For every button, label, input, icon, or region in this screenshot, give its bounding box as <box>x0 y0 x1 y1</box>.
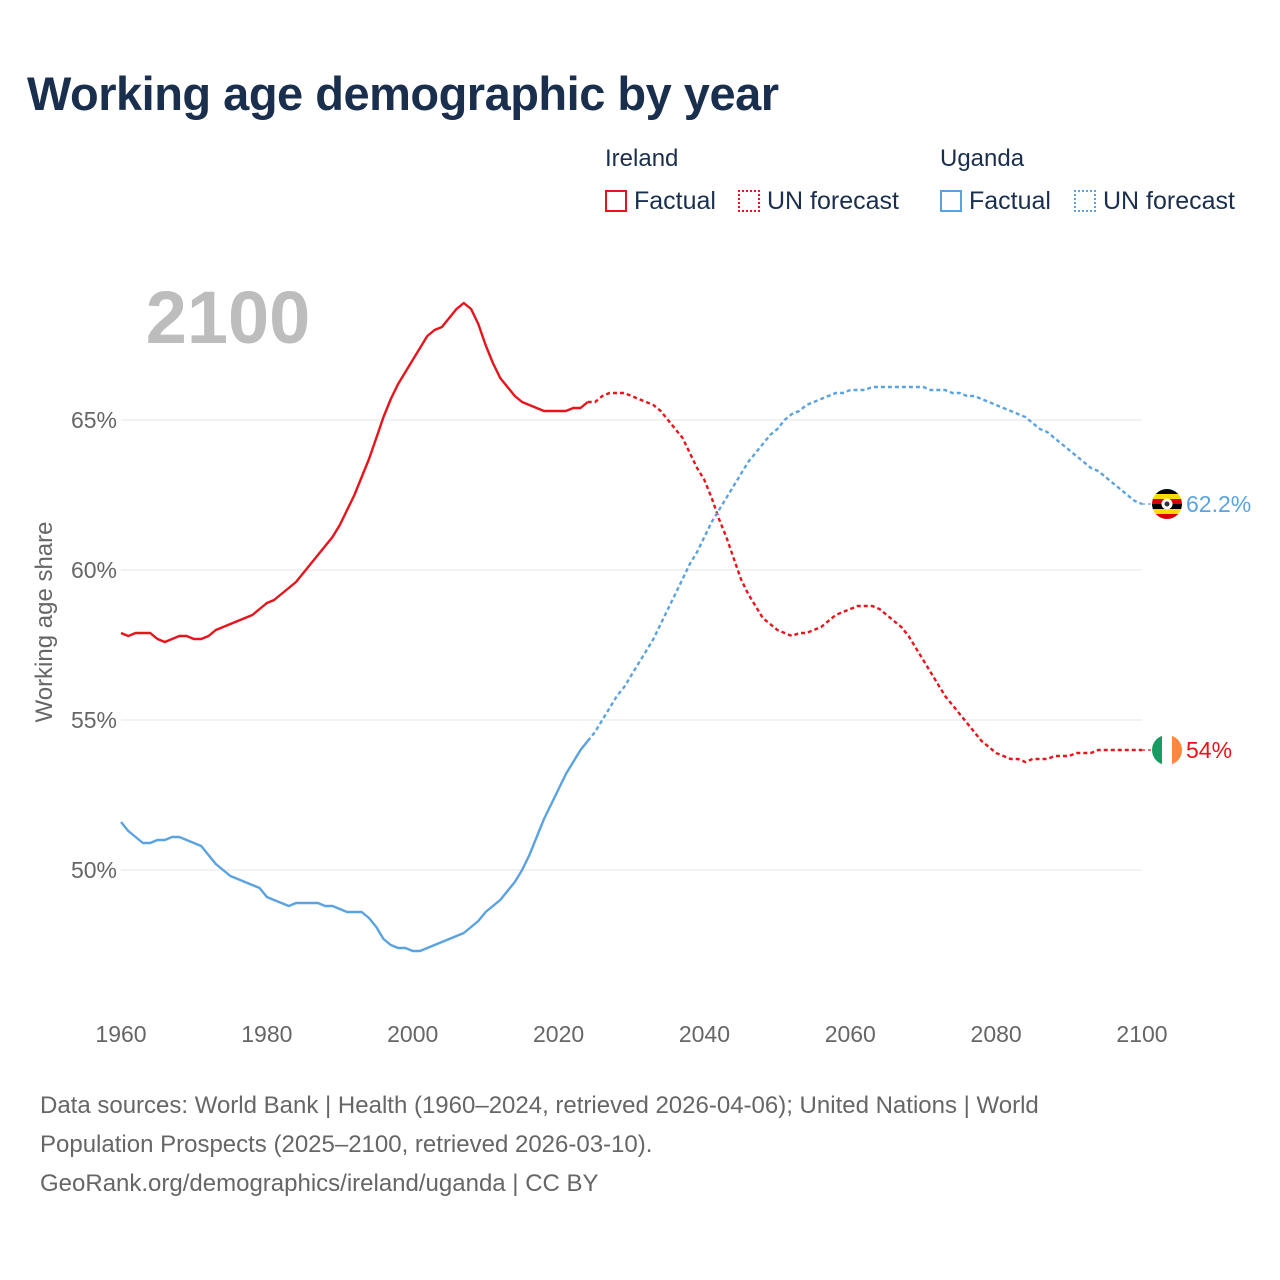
legend-uganda-forecast[interactable]: UN forecast <box>1074 186 1235 216</box>
ireland-flag-icon <box>1152 735 1182 765</box>
x-tick-label: 2060 <box>825 1021 876 1047</box>
end-value-label: 62.2% <box>1186 491 1251 517</box>
series-line-ireland-forecast <box>587 391 1142 764</box>
data-source-footer: Data sources: World Bank | Health (1960–… <box>40 1086 1240 1203</box>
y-tick-label: 55% <box>71 707 117 733</box>
chart-title: Working age demographic by year <box>27 67 779 120</box>
footer-link[interactable]: GeoRank.org/demographics/ireland/uganda … <box>40 1170 599 1197</box>
series-line-uganda-factual <box>120 740 589 953</box>
legend-swatch-solid <box>605 190 627 212</box>
legend-ireland-forecast[interactable]: UN forecast <box>738 186 899 216</box>
series-line-ireland-factual <box>120 301 589 644</box>
legend-uganda-factual[interactable]: Factual <box>940 186 1051 216</box>
legend-label: Factual <box>969 186 1051 215</box>
series-lines <box>120 301 1143 953</box>
legend-swatch-dotted <box>1074 190 1096 212</box>
legend-group-uganda: Uganda <box>940 145 1025 172</box>
x-axis-ticks: 1960 1980 2000 2020 2040 2060 2080 2100 <box>95 1021 1167 1047</box>
grid-lines <box>121 419 1142 871</box>
x-tick-label: 1960 <box>95 1021 146 1047</box>
line-chart: 2100 Working age share 50% 55% 60% 65% 1960… <box>31 276 1251 1047</box>
end-value-label: 54% <box>1186 737 1232 763</box>
series-line-uganda-forecast <box>586 385 1143 742</box>
legend-label: Factual <box>634 186 716 215</box>
end-markers: 54% 62.2% <box>1142 489 1251 765</box>
footer-line: Data sources: World Bank | Health (1960–… <box>40 1092 1039 1119</box>
current-year-label: 2100 <box>146 276 311 359</box>
legend-group-ireland: Ireland <box>605 145 679 172</box>
y-tick-label: 60% <box>71 557 117 583</box>
x-tick-label: 2100 <box>1116 1021 1167 1047</box>
x-tick-label: 2000 <box>387 1021 438 1047</box>
legend-label: UN forecast <box>767 186 899 215</box>
x-tick-label: 1980 <box>241 1021 292 1047</box>
legend-swatch-dotted <box>738 190 760 212</box>
footer-line: Population Prospects (2025–2100, retriev… <box>40 1131 653 1158</box>
y-axis-ticks: 50% 55% 60% 65% <box>71 407 117 883</box>
uganda-flag-icon <box>1152 489 1182 519</box>
legend-label: UN forecast <box>1103 186 1235 215</box>
x-tick-label: 2020 <box>533 1021 584 1047</box>
legend-ireland-factual[interactable]: Factual <box>605 186 716 216</box>
y-tick-label: 65% <box>71 407 117 433</box>
x-tick-label: 2080 <box>971 1021 1022 1047</box>
legend-swatch-solid <box>940 190 962 212</box>
y-tick-label: 50% <box>71 857 117 883</box>
y-axis-label: Working age share <box>31 522 58 723</box>
x-tick-label: 2040 <box>679 1021 730 1047</box>
